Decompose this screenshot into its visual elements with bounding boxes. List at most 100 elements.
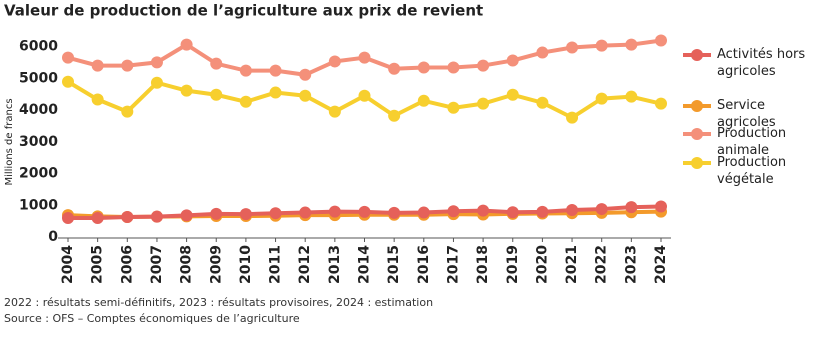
point [299, 89, 312, 102]
x-tick-label: 2016 [416, 245, 432, 284]
x-tick-label: 2012 [297, 245, 313, 284]
point [595, 92, 608, 105]
point [388, 109, 401, 122]
point [328, 105, 341, 118]
point [477, 204, 490, 217]
point [180, 38, 193, 51]
point [655, 200, 667, 213]
point [269, 64, 282, 77]
x-tick-label: 2022 [594, 245, 610, 284]
point [180, 209, 193, 222]
point [625, 38, 638, 51]
point [299, 68, 312, 81]
point [239, 208, 252, 221]
point [566, 111, 579, 124]
x-tick-label: 2011 [268, 245, 284, 284]
point [447, 61, 460, 74]
point [506, 88, 519, 101]
point [328, 205, 341, 218]
point [239, 64, 252, 77]
point [239, 95, 252, 108]
legend-label: Production animale [717, 126, 787, 158]
legend-swatch [691, 157, 703, 169]
x-tick-label: 2007 [149, 245, 165, 284]
point [417, 94, 430, 107]
legend-label: Service agricoles [717, 98, 776, 130]
point [210, 207, 223, 220]
point [388, 206, 401, 219]
point [121, 105, 134, 118]
point [417, 61, 430, 74]
x-tick-label: 2015 [386, 245, 402, 284]
point [477, 97, 490, 110]
point [536, 96, 549, 109]
x-tick-label: 2008 [179, 245, 195, 284]
y-tick-label: 2000 [19, 166, 58, 182]
point [299, 206, 312, 219]
point [358, 205, 371, 218]
chart-title: Valeur de production de l’agriculture au… [4, 2, 483, 20]
point [417, 206, 430, 219]
point [625, 201, 638, 214]
point [62, 75, 74, 88]
point [91, 211, 104, 224]
y-tick-label: 6000 [19, 39, 58, 55]
point [91, 59, 104, 72]
point [121, 59, 134, 72]
point [91, 93, 104, 106]
point [62, 211, 74, 224]
x-tick-label: 2004 [60, 245, 76, 284]
point [477, 59, 490, 72]
point [210, 88, 223, 101]
y-tick-label: 5000 [19, 70, 58, 86]
x-tick-label: 2018 [475, 245, 491, 284]
point [536, 205, 549, 218]
y-tick-label: 3000 [19, 134, 58, 150]
legend-swatch [691, 128, 703, 140]
x-tick-label: 2006 [119, 245, 135, 284]
point [566, 204, 579, 217]
point [62, 51, 74, 64]
point [655, 34, 667, 47]
x-tick-label: 2019 [505, 245, 521, 284]
point [506, 206, 519, 219]
x-tick-label: 2014 [357, 245, 373, 284]
point [447, 101, 460, 114]
y-axis-label: Millions de francs [4, 98, 15, 185]
point [121, 211, 134, 223]
source: Source : OFS – Comptes économiques de l’… [4, 312, 300, 325]
x-tick-label: 2017 [445, 245, 461, 284]
note: 2022 : résultats semi-définitifs, 2023 :… [4, 296, 433, 309]
x-tick-label: 2021 [564, 245, 580, 284]
point [655, 97, 667, 110]
x-tick-label: 2020 [534, 245, 550, 284]
point [358, 51, 371, 64]
point [358, 89, 371, 102]
point [210, 57, 223, 70]
x-tick-label: 2005 [90, 245, 106, 284]
y-tick-label: 4000 [19, 102, 58, 118]
legend-swatch [691, 49, 703, 61]
point [536, 46, 549, 59]
point [625, 90, 638, 103]
point [566, 41, 579, 54]
point [388, 62, 401, 75]
legend-swatch [691, 100, 703, 112]
point [150, 56, 163, 69]
point [595, 203, 608, 216]
x-tick-label: 2009 [208, 245, 224, 284]
y-tick-label: 0 [48, 229, 58, 245]
point [150, 210, 163, 223]
point [506, 54, 519, 67]
point [180, 84, 193, 97]
point [150, 76, 163, 89]
legend-label: Production végétale [717, 155, 787, 187]
x-tick-label: 2010 [238, 245, 254, 284]
point [328, 55, 341, 68]
legend-label: Activités hors agricoles [717, 47, 806, 79]
x-tick-label: 2013 [327, 245, 343, 284]
point [447, 205, 460, 218]
point [269, 86, 282, 99]
